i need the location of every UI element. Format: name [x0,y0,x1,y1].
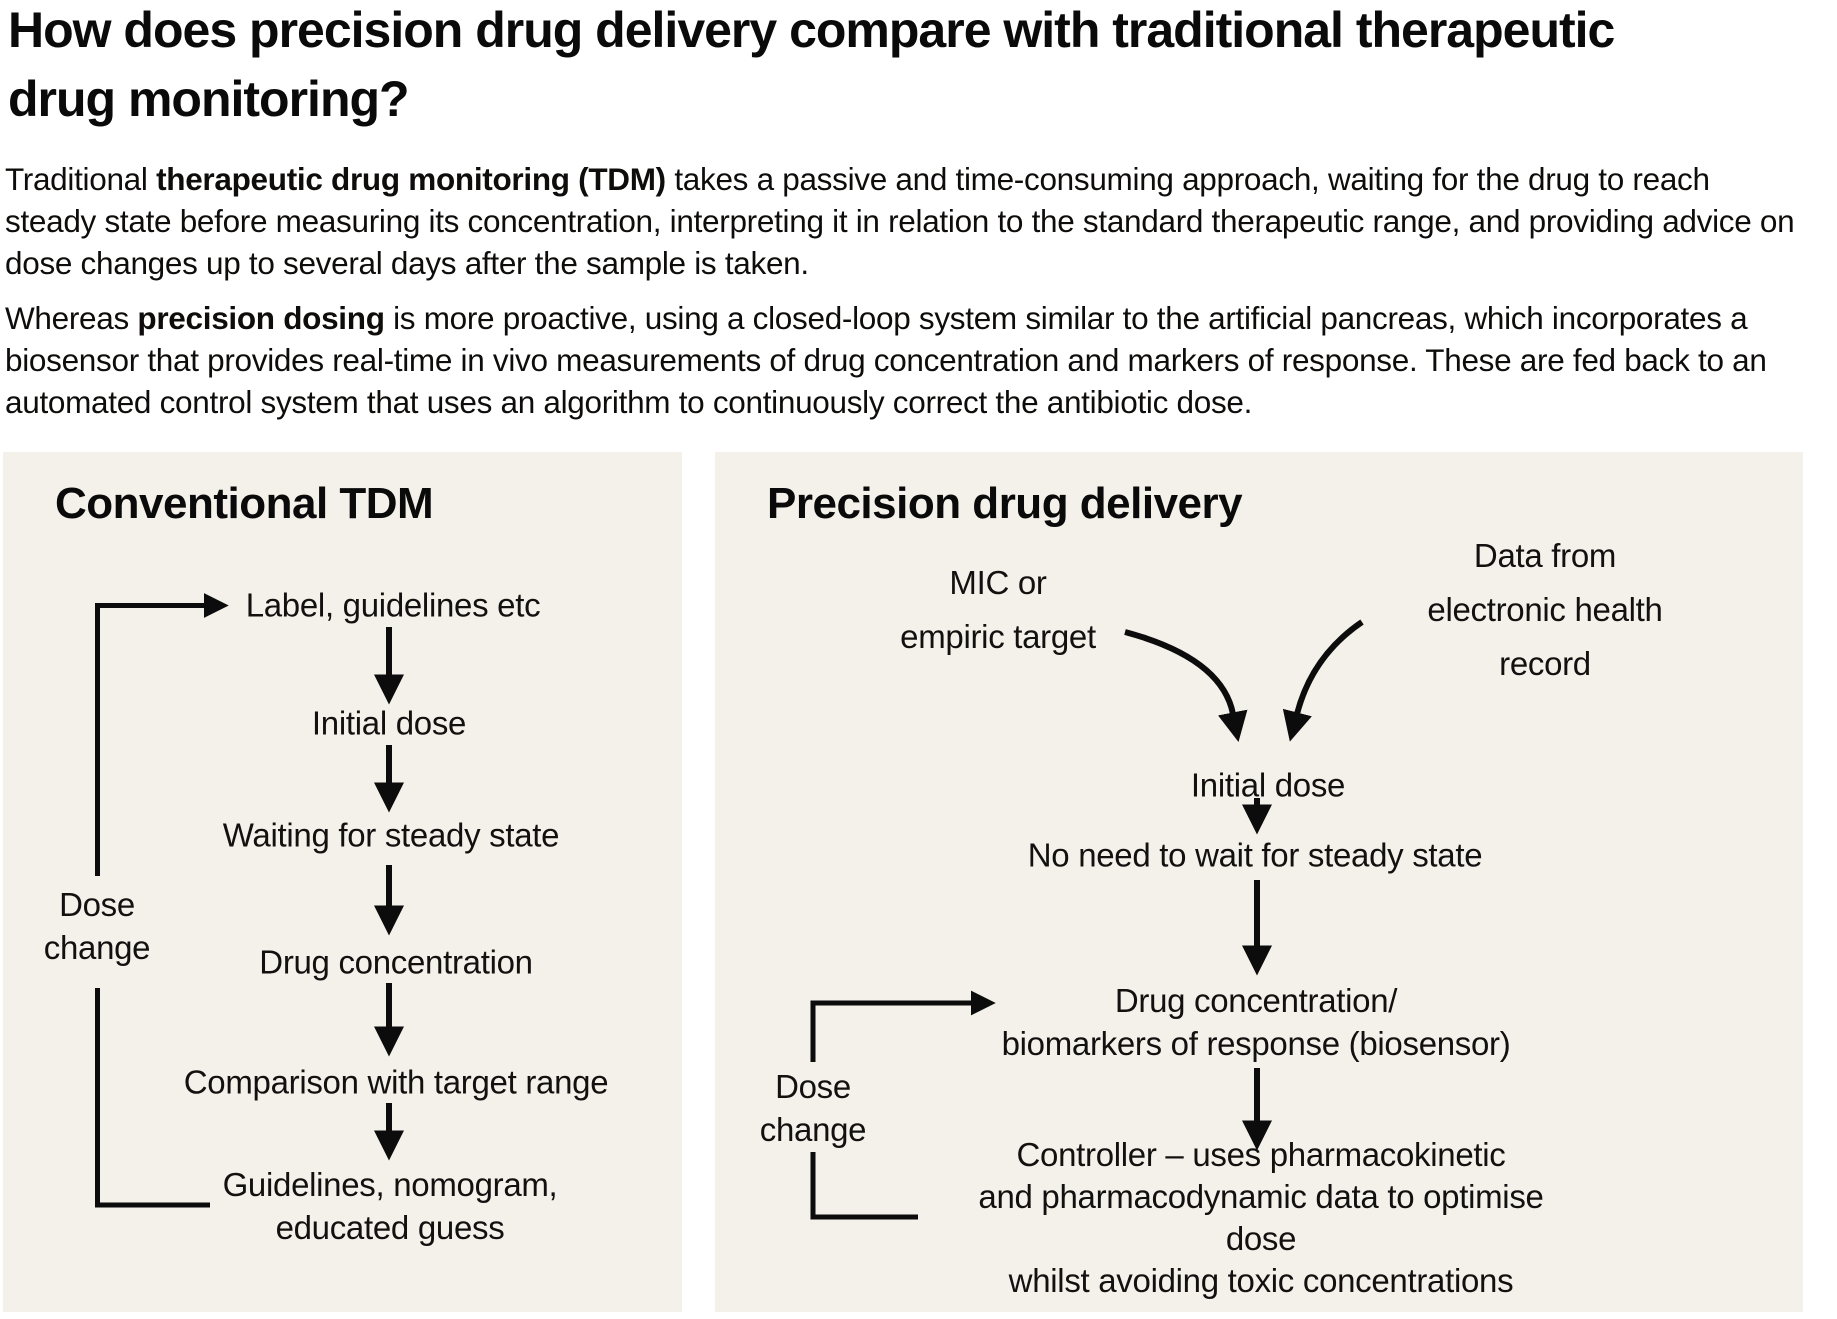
node-drug-concentration: Drug concentration [259,943,533,981]
intro-paragraph-precision: Whereas precision dosing is more proacti… [5,297,1795,423]
paragraph-text: takes a passive and time-consuming appro… [5,161,1795,281]
node-waiting-steady-state: Waiting for steady state [222,816,560,854]
paragraph-text: Whereas [5,300,138,336]
paragraph-text: Traditional [5,161,157,197]
node-drug-concentration-biosensor: Drug concentration/ biomarkers of respon… [1001,982,1511,1062]
conventional-tdm-heading: Conventional TDM [55,479,434,528]
dose-change-label: Dose change [43,886,151,966]
dose-change-label: Dose change [759,1068,867,1148]
precision-heading: Precision drug delivery [767,479,1243,528]
paragraph-bold-term: therapeutic drug monitoring (TDM) [156,161,666,197]
node-mic-empiric-target: MIC or empiric target [900,564,1096,655]
node-no-need-steady-state: No need to wait for steady state [1027,836,1483,874]
node-ehr-data: Data from electronic health record [1427,537,1663,682]
node-initial-dose: Initial dose [311,704,467,742]
paragraph-text: is more proactive, using a closed-loop s… [5,300,1767,420]
node-comparison-target-range: Comparison with target range [183,1063,609,1101]
node-guidelines-nomogram: Guidelines, nomogram, educated guess [222,1166,558,1246]
node-initial-dose: Initial dose [1190,766,1346,804]
page-title: How does precision drug delivery compare… [8,2,1615,127]
node-label-guidelines: Label, guidelines etc [245,586,541,624]
node-controller: Controller – uses pharmacokinetic and ph… [978,1136,1544,1299]
paragraph-bold-term: precision dosing [137,300,385,336]
intro-paragraph-tdm: Traditional therapeutic drug monitoring … [5,158,1795,284]
